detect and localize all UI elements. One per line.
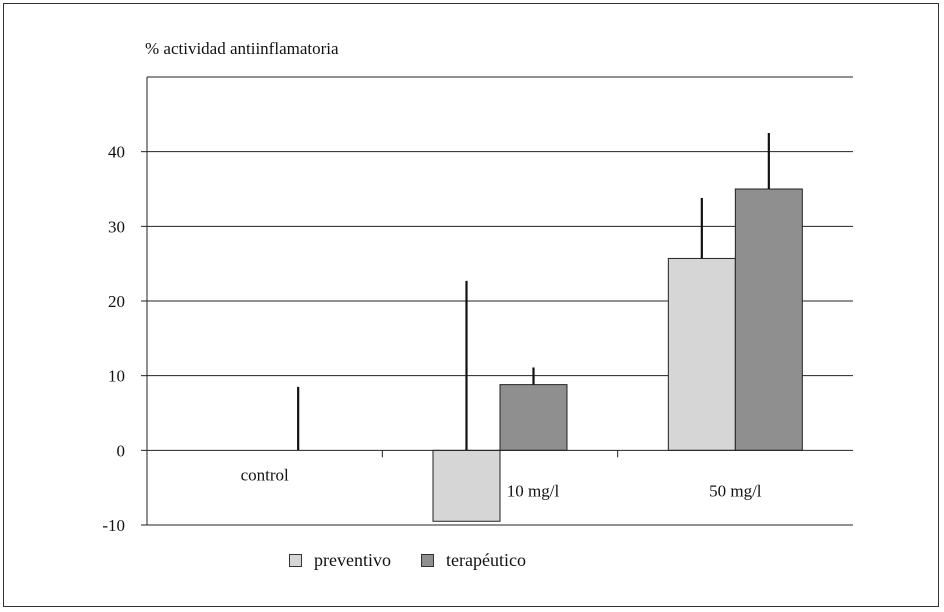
axes	[141, 77, 853, 526]
y-tick-label: 10	[108, 367, 125, 386]
legend-swatch-terapeutico	[420, 554, 434, 567]
x-category-label: 10 mg/l	[507, 481, 560, 500]
error-bars	[297, 133, 770, 451]
legend-swatch-preventivo	[289, 554, 302, 567]
legend-item-preventivo: preventivo	[289, 550, 391, 571]
bars	[432, 188, 803, 522]
legend-label-terapeutico: terapéutico	[445, 550, 526, 570]
legend-label-preventivo: preventivo	[314, 550, 391, 570]
x-category-labels: control 10 mg/l 50 mg/l	[241, 465, 762, 500]
bar-preventivo	[667, 257, 736, 451]
x-category-label: 50 mg/l	[709, 481, 762, 500]
chart-title: % actividad antiinflamatoria	[145, 39, 339, 58]
y-tick-label: 30	[108, 217, 125, 236]
y-tick-label: 20	[108, 292, 125, 311]
bar-terapeutico	[734, 188, 803, 451]
legend-item-terapeutico: terapéutico	[420, 550, 526, 571]
bar-terapeutico	[499, 384, 568, 451]
y-tick-labels: -10 0 10 20 30 40	[102, 143, 125, 535]
y-tick-label: 0	[117, 441, 126, 460]
y-tick-label: -10	[102, 516, 125, 535]
y-tick-label: 40	[108, 143, 125, 162]
x-category-label: control	[241, 465, 289, 484]
legend: preventivo terapéutico	[289, 550, 556, 571]
bar-preventivo	[432, 449, 501, 522]
